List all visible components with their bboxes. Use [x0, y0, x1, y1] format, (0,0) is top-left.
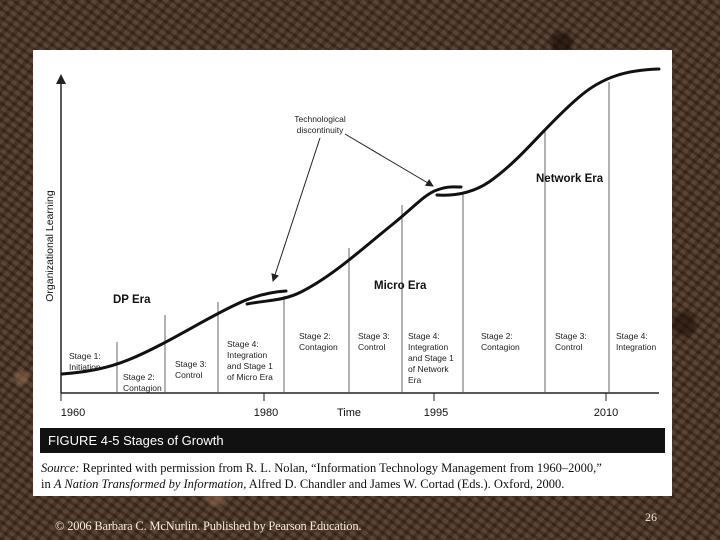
x-tick-label-1980: 1980 — [254, 407, 278, 419]
stages-of-growth-diagram: Technological discontinuity DP Era Micro… — [44, 67, 661, 419]
stage-10-label: Stage 4: Integration — [616, 331, 656, 352]
stage-7-label: Stage 4: Integration and Stage 1 of Netw… — [408, 331, 456, 385]
figure-panel: Technological discontinuity DP Era Micro… — [33, 50, 672, 496]
stage-2-label: Stage 2: Contagion — [123, 372, 162, 393]
figure-number: FIGURE 4-5 — [48, 433, 120, 448]
era-label-dp: DP Era — [113, 294, 151, 306]
annotation-arrow-left — [271, 137, 321, 282]
y-axis-label: Organizational Learning — [44, 190, 56, 302]
source-label: Source: — [41, 461, 80, 475]
x-axis-label: Time — [337, 407, 361, 419]
source-text-2: Alfred D. Chandler and James W. Cortad (… — [248, 477, 565, 491]
stage-labels: Stage 1: Initiation Stage 2: Contagion S… — [69, 331, 656, 393]
dp-era-curve — [60, 289, 288, 376]
stage-6-label: Stage 3: Control — [358, 331, 392, 352]
x-tick-label-1995: 1995 — [424, 407, 448, 419]
stage-dividers — [116, 82, 610, 393]
era-label-network: Network Era — [536, 173, 604, 185]
source-note: Source: Reprinted with permission from R… — [41, 460, 666, 492]
figure-title: Stages of Growth — [123, 433, 224, 448]
network-era-curve — [435, 67, 661, 197]
copyright-footer: © 2006 Barbara C. McNurlin. Published by… — [55, 519, 362, 533]
x-tick-label-1960: 1960 — [61, 407, 85, 419]
stage-3-label: Stage 3: Control — [175, 359, 209, 380]
slide-number: 26 — [645, 510, 657, 524]
y-axis-arrow — [56, 74, 66, 84]
stage-8-label: Stage 2: Contagion — [481, 331, 520, 352]
x-tick-label-2010: 2010 — [594, 407, 618, 419]
stage-9-label: Stage 3: Control — [555, 331, 589, 352]
figure-caption: FIGURE 4-5 Stages of Growth — [40, 428, 665, 453]
annotation-line1: Technological — [294, 114, 346, 124]
growth-curves — [60, 67, 661, 376]
source-book-title: A Nation Transformed by Information, — [53, 477, 247, 491]
stage-5-label: Stage 2: Contagion — [299, 331, 338, 352]
stage-1-label: Stage 1: Initiation — [69, 351, 103, 372]
source-in: in — [41, 477, 51, 491]
annotation-line2: discontinuity — [297, 125, 345, 135]
source-text-1: Reprinted with permission from R. L. Nol… — [82, 461, 602, 475]
stage-4-label: Stage 4: Integration and Stage 1 of Micr… — [227, 339, 275, 382]
annotation-arrow-right — [344, 133, 434, 187]
era-label-micro: Micro Era — [374, 280, 427, 292]
micro-era-curve — [245, 185, 463, 306]
